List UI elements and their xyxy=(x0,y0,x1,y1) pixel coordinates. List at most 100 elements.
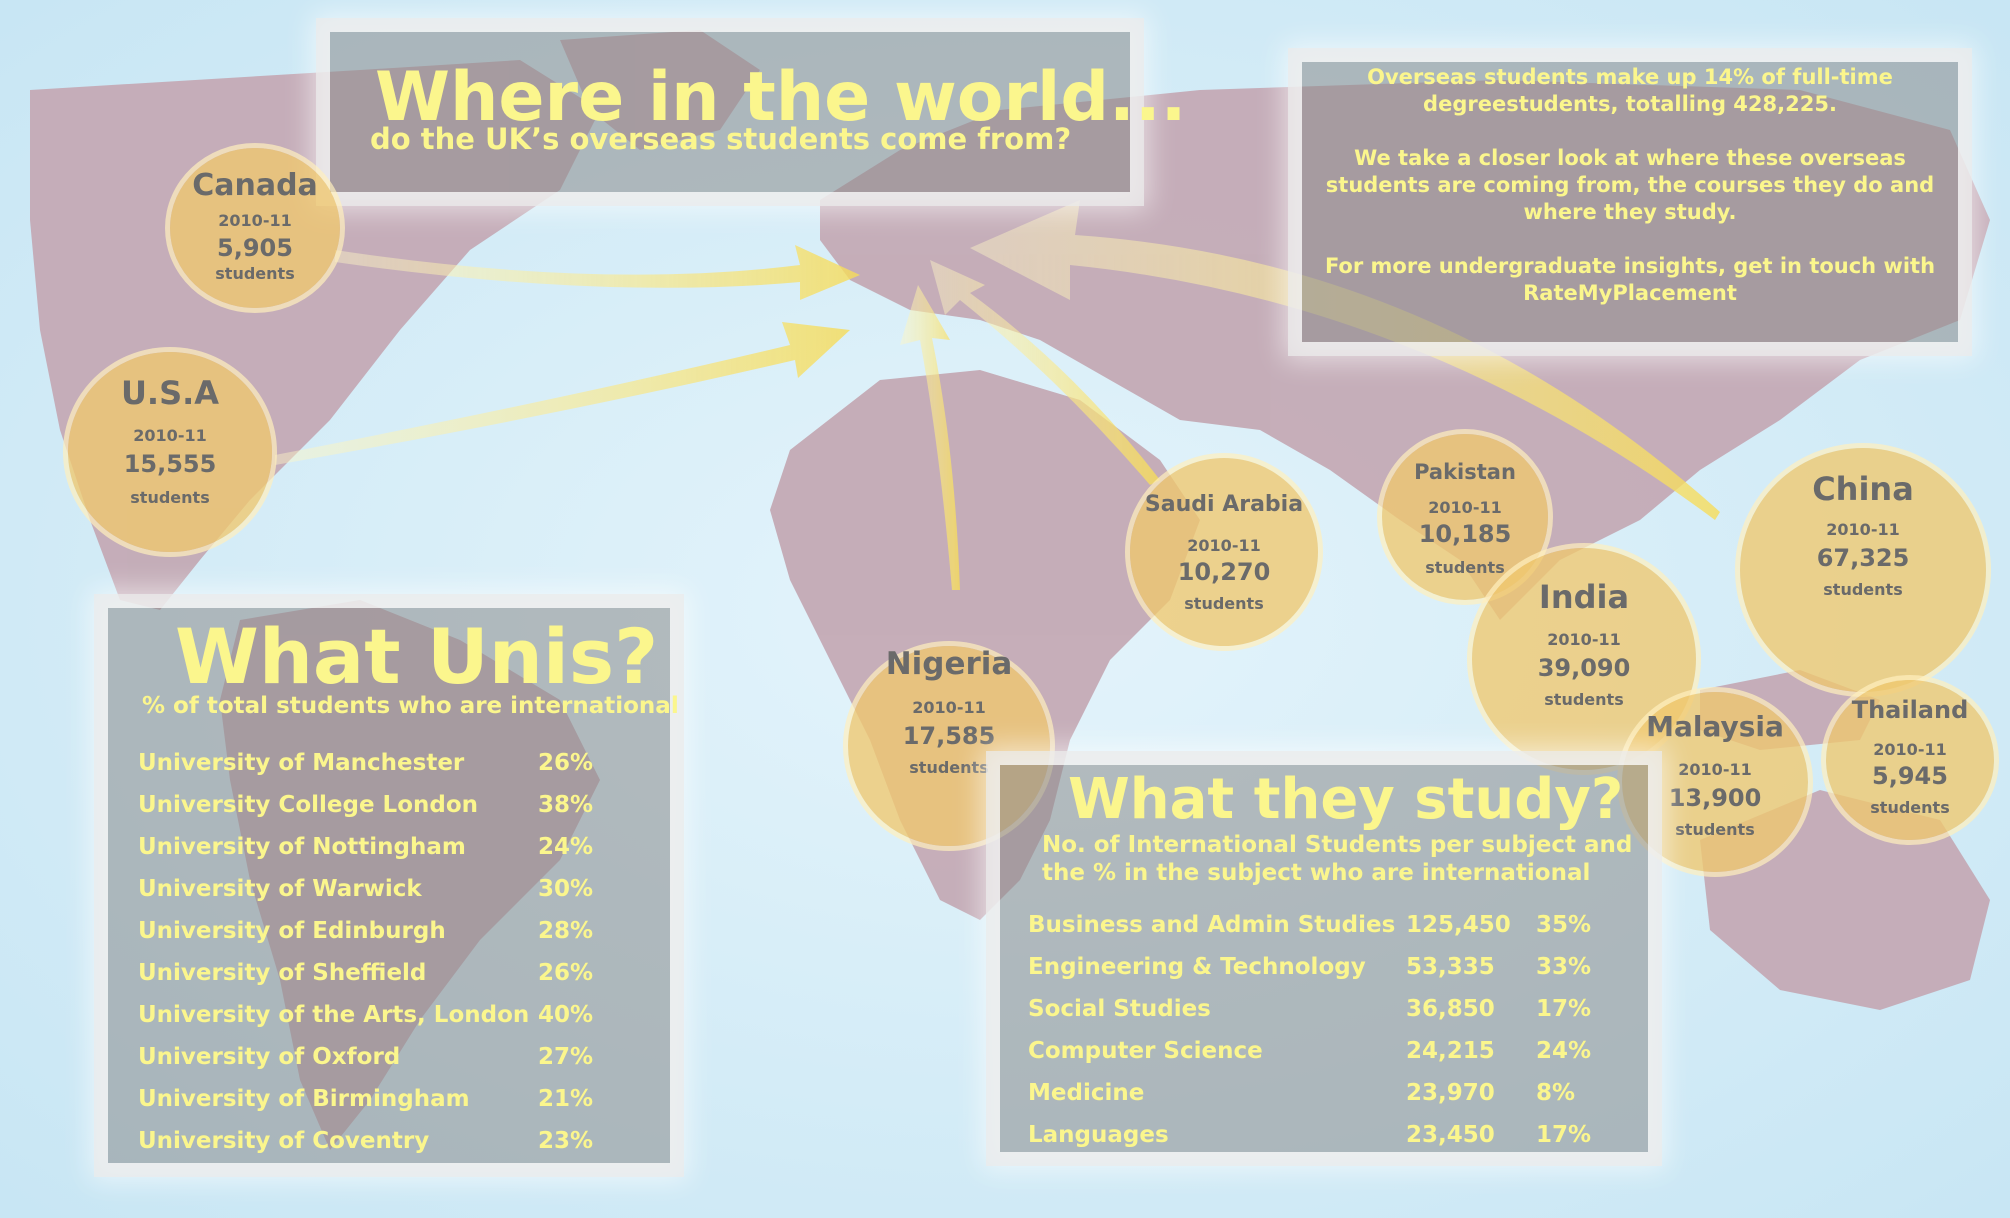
table-row: Engineering & Technology 53,335 33% xyxy=(1028,946,1606,988)
uni-name: University of Nottingham xyxy=(138,834,466,860)
subject-pct: 24% xyxy=(1536,1038,1592,1064)
uni-name: University College London xyxy=(138,792,479,818)
page-subtitle: do the UK’s overseas students come from? xyxy=(370,122,1072,156)
country-bubble-canada: Canada 2010-11 5,905 students xyxy=(170,148,340,308)
table-row: University of Nottingham 24% xyxy=(138,826,618,868)
subject-name: Computer Science xyxy=(1028,1038,1263,1064)
uni-name: University of Birmingham xyxy=(138,1086,470,1112)
country-bubble-saudi-arabia: Saudi Arabia 2010-11 10,270 students xyxy=(1130,458,1318,646)
country-count: 5,905 xyxy=(217,234,293,262)
table-row: University of Warwick 30% xyxy=(138,868,618,910)
country-unit: students xyxy=(1184,594,1264,613)
country-bubble-thailand: Thailand 2010-11 5,945 students xyxy=(1826,680,1994,840)
country-name: Nigeria xyxy=(885,646,1013,682)
table-row: Social Studies 36,850 17% xyxy=(1028,988,1606,1030)
uni-name: University of the Arts, London xyxy=(138,1002,530,1028)
table-row: University of Birmingham 21% xyxy=(138,1078,618,1120)
country-bubble-usa: U.S.A 2010-11 15,555 students xyxy=(68,352,272,552)
subjects-table: Business and Admin Studies 125,450 35% Eng… xyxy=(1028,904,1606,1156)
subject-name: Business and Admin Studies xyxy=(1028,912,1396,938)
uni-pct: 27% xyxy=(538,1044,594,1070)
country-unit: students xyxy=(1544,690,1624,709)
page-title: Where in the world... xyxy=(375,58,1187,137)
country-year: 2010-11 xyxy=(1547,630,1621,649)
subject-count: 125,450 xyxy=(1406,912,1511,938)
country-name: Saudi Arabia xyxy=(1144,492,1304,517)
table-row: Computer Science 24,215 24% xyxy=(1028,1030,1606,1072)
uni-pct: 40% xyxy=(538,1002,594,1028)
table-row: Business and Admin Studies 125,450 35% xyxy=(1028,904,1606,946)
country-name: U.S.A xyxy=(120,374,220,412)
subject-count: 36,850 xyxy=(1406,996,1495,1022)
subject-pct: 35% xyxy=(1536,912,1592,938)
unis-subtitle: % of total students who are internationa… xyxy=(142,693,679,719)
subject-name: Social Studies xyxy=(1028,996,1211,1022)
intro-paragraph: We take a closer look at where these ove… xyxy=(1325,146,1935,224)
uni-name: University of Coventry xyxy=(138,1128,430,1154)
intro-text: Overseas students make up 14% of full-ti… xyxy=(1302,64,1958,334)
country-year: 2010-11 xyxy=(1678,760,1752,779)
country-count: 17,585 xyxy=(902,722,996,750)
country-name: Canada xyxy=(192,168,318,203)
subject-pct: 17% xyxy=(1536,996,1592,1022)
country-count: 5,945 xyxy=(1872,762,1948,790)
table-row: University of Sheffield 26% xyxy=(138,952,618,994)
country-count: 15,555 xyxy=(123,450,217,478)
country-count: 67,325 xyxy=(1816,544,1910,572)
uni-pct: 21% xyxy=(538,1086,594,1112)
table-row: University of Manchester 26% xyxy=(138,742,618,784)
uni-pct: 30% xyxy=(538,876,594,902)
uni-name: University of Sheffield xyxy=(138,960,427,986)
uni-name: University of Oxford xyxy=(138,1044,401,1070)
intro-paragraph: Overseas students make up 14% of full-ti… xyxy=(1367,65,1893,116)
table-row: University of the Arts, London 40% xyxy=(138,994,618,1036)
unis-title: What Unis? xyxy=(175,612,659,701)
country-unit: students xyxy=(1870,798,1950,817)
uni-pct: 28% xyxy=(538,918,594,944)
table-row: Medicine 23,970 8% xyxy=(1028,1072,1606,1114)
uni-name: University of Manchester xyxy=(138,750,465,776)
subjects-panel xyxy=(1000,765,1648,1152)
subject-pct: 8% xyxy=(1536,1080,1576,1106)
country-year: 2010-11 xyxy=(912,698,986,717)
table-row: University of Oxford 27% xyxy=(138,1036,618,1078)
uni-pct: 38% xyxy=(538,792,594,818)
subjects-subtitle: No. of International Students per subjec… xyxy=(1042,832,1633,886)
subject-count: 53,335 xyxy=(1406,954,1495,980)
country-year: 2010-11 xyxy=(1428,498,1502,517)
country-name: China xyxy=(1812,470,1914,508)
uni-name: University of Edinburgh xyxy=(138,918,446,944)
uni-name: University of Warwick xyxy=(138,876,422,902)
country-unit: students xyxy=(1823,580,1903,599)
table-row: University College London 38% xyxy=(138,784,618,826)
unis-table: University of Manchester 26% University C… xyxy=(138,742,618,1162)
country-unit: students xyxy=(1675,820,1755,839)
country-name: India xyxy=(1538,578,1630,616)
country-unit: students xyxy=(1425,558,1505,577)
uni-pct: 23% xyxy=(538,1128,594,1154)
subject-pct: 33% xyxy=(1536,954,1592,980)
uni-pct: 26% xyxy=(538,750,594,776)
table-row: University of Edinburgh 28% xyxy=(138,910,618,952)
country-year: 2010-11 xyxy=(1187,536,1261,555)
title-panel xyxy=(330,32,1130,192)
subject-name: Engineering & Technology xyxy=(1028,954,1366,980)
country-count: 10,270 xyxy=(1177,558,1271,586)
country-year: 2010-11 xyxy=(218,211,292,230)
country-unit: students xyxy=(215,264,295,283)
country-count: 13,900 xyxy=(1668,784,1762,812)
country-bubble-malaysia: Malaysia 2010-11 13,900 students xyxy=(1622,692,1808,872)
country-year: 2010-11 xyxy=(1826,520,1900,539)
intro-paragraph: For more undergraduate insights, get in … xyxy=(1324,254,1936,305)
country-unit: students xyxy=(130,488,210,507)
unis-panel xyxy=(108,608,670,1163)
country-name: Pakistan xyxy=(1414,460,1516,484)
subjects-title: What they study? xyxy=(1068,767,1624,832)
subject-name: Languages xyxy=(1028,1122,1169,1148)
country-count: 10,185 xyxy=(1418,520,1512,548)
country-name: Malaysia xyxy=(1646,710,1784,743)
uni-pct: 26% xyxy=(538,960,594,986)
table-row: University of Coventry 23% xyxy=(138,1120,618,1162)
subject-name: Medicine xyxy=(1028,1080,1145,1106)
subject-count: 23,450 xyxy=(1406,1122,1495,1148)
